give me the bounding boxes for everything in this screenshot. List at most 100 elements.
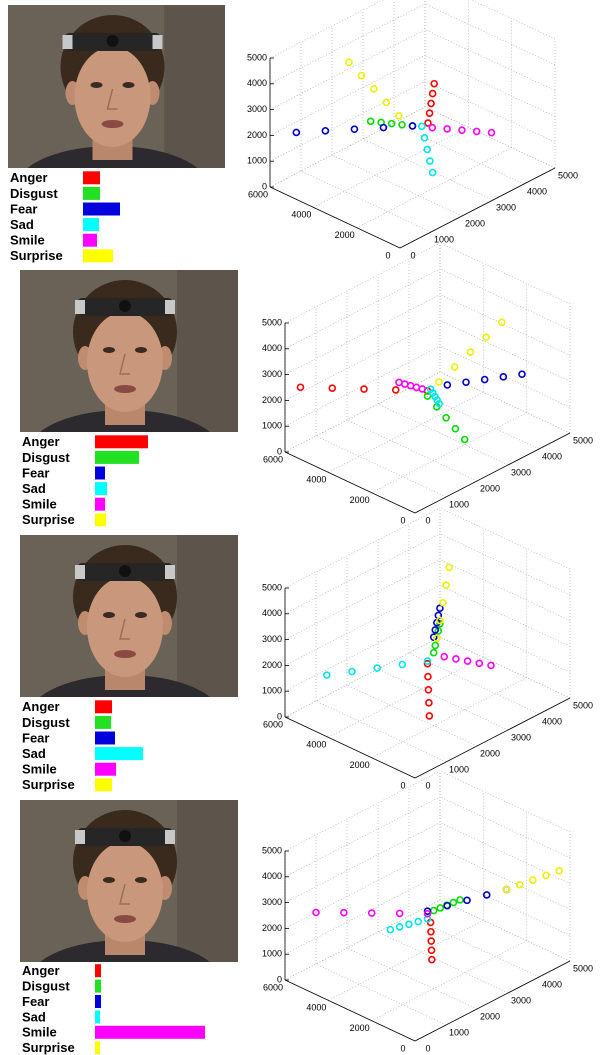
- bar-label: Disgust: [22, 979, 70, 994]
- face: [87, 312, 163, 412]
- scatter-point: [432, 642, 438, 648]
- eye-left: [91, 82, 103, 88]
- scatter-point: [399, 122, 405, 128]
- scatter-point: [543, 872, 549, 878]
- grid-line: [440, 848, 570, 909]
- headband-clip-right: [165, 565, 175, 579]
- grid-line: [285, 611, 440, 691]
- z-tick-label: 5000: [247, 52, 267, 62]
- bar-label: Anger: [22, 699, 60, 714]
- z-tick-label: 3000: [247, 104, 267, 114]
- bar: [95, 747, 143, 760]
- bar: [83, 249, 113, 262]
- scatter-point: [410, 123, 416, 129]
- bar: [95, 732, 115, 745]
- grid-line: [270, 4, 425, 84]
- axis-line: [415, 433, 570, 513]
- scatter-point: [431, 908, 437, 914]
- y-tick-label: 2000: [350, 760, 370, 770]
- axis-line: [415, 961, 570, 1041]
- scatter-point: [426, 700, 432, 706]
- scatter-point: [427, 158, 433, 164]
- bar: [95, 700, 112, 713]
- scatter-point: [425, 674, 431, 680]
- scatter-point: [450, 900, 456, 906]
- scatter-point: [422, 135, 428, 141]
- scatter-point: [499, 319, 505, 325]
- scatter-point: [429, 125, 435, 131]
- scatter-point: [397, 924, 403, 930]
- z-tick-label: 4000: [262, 343, 282, 353]
- grid-line: [372, 678, 527, 758]
- scatter-point: [406, 921, 412, 927]
- bar: [83, 218, 99, 231]
- scatter-point: [426, 713, 432, 719]
- headband-clip-right: [165, 830, 175, 844]
- bar: [95, 498, 105, 511]
- grid-line: [425, 55, 555, 116]
- grid-line: [270, 107, 425, 187]
- eye-right: [135, 877, 147, 883]
- bar-label: Anger: [22, 434, 60, 449]
- z-tick-label: 1000: [262, 686, 282, 696]
- eye-left: [103, 877, 115, 883]
- y-tick-label: 6000: [248, 189, 268, 199]
- grid-line: [328, 920, 483, 1000]
- headband-sensor: [107, 35, 119, 47]
- photo-wall: [177, 535, 238, 697]
- grid-line: [285, 534, 440, 614]
- scatter-point: [530, 877, 536, 883]
- bar: [95, 451, 139, 464]
- scatter-point: [341, 910, 347, 916]
- bar: [95, 763, 116, 776]
- y-tick-label: 0: [385, 250, 390, 260]
- scatter-point: [459, 127, 465, 133]
- eye-right: [135, 347, 147, 353]
- z-tick-label: 1000: [262, 421, 282, 431]
- x-tick-label: 4000: [542, 979, 562, 989]
- y-tick-label: 0: [400, 515, 405, 525]
- mouth: [114, 915, 136, 923]
- x-tick-label: 3000: [511, 732, 531, 742]
- bar: [83, 171, 100, 184]
- y-tick-label: 0: [400, 1043, 405, 1053]
- bar: [83, 187, 100, 200]
- scatter-point: [371, 86, 377, 92]
- bar-label: Disgust: [10, 186, 58, 201]
- bar-label: Fear: [22, 730, 49, 745]
- bar: [95, 1010, 100, 1023]
- bar: [95, 482, 107, 495]
- scatter-point: [476, 660, 482, 666]
- grid-line: [425, 81, 555, 142]
- bar: [95, 467, 105, 480]
- y-tick-label: 6000: [263, 719, 283, 729]
- page-body: AngerDisgustFearSadSmileSurprise01000200…: [0, 0, 605, 1055]
- x-tick-label: 3000: [511, 467, 531, 477]
- bar: [95, 716, 111, 729]
- grid-line: [409, 388, 539, 449]
- x-tick-label: 1000: [434, 234, 454, 244]
- headband-sensor: [119, 300, 131, 312]
- bar-label: Smile: [10, 233, 45, 248]
- bar-label: Sad: [22, 481, 46, 496]
- scatter-point: [419, 123, 425, 129]
- x-tick-label: 1000: [449, 499, 469, 509]
- scatter-point: [427, 110, 433, 116]
- z-tick-label: 4000: [262, 871, 282, 881]
- z-tick-label: 2000: [247, 130, 267, 140]
- bar-label: Fear: [10, 201, 37, 216]
- scatter-point: [322, 128, 328, 134]
- scatter-point: [430, 170, 436, 176]
- x-tick-label: 3000: [511, 995, 531, 1005]
- scatter-point: [387, 927, 393, 933]
- grid-line: [270, 55, 425, 135]
- x-tick-label: 0: [425, 515, 430, 525]
- grid-line: [316, 701, 446, 762]
- grid-line: [440, 874, 570, 935]
- grid-line: [440, 560, 570, 621]
- scatter-point: [329, 385, 335, 391]
- z-tick-label: 5000: [262, 582, 282, 592]
- y-tick-label: 4000: [306, 475, 326, 485]
- grid-line: [285, 508, 440, 588]
- axis-line: [400, 168, 555, 248]
